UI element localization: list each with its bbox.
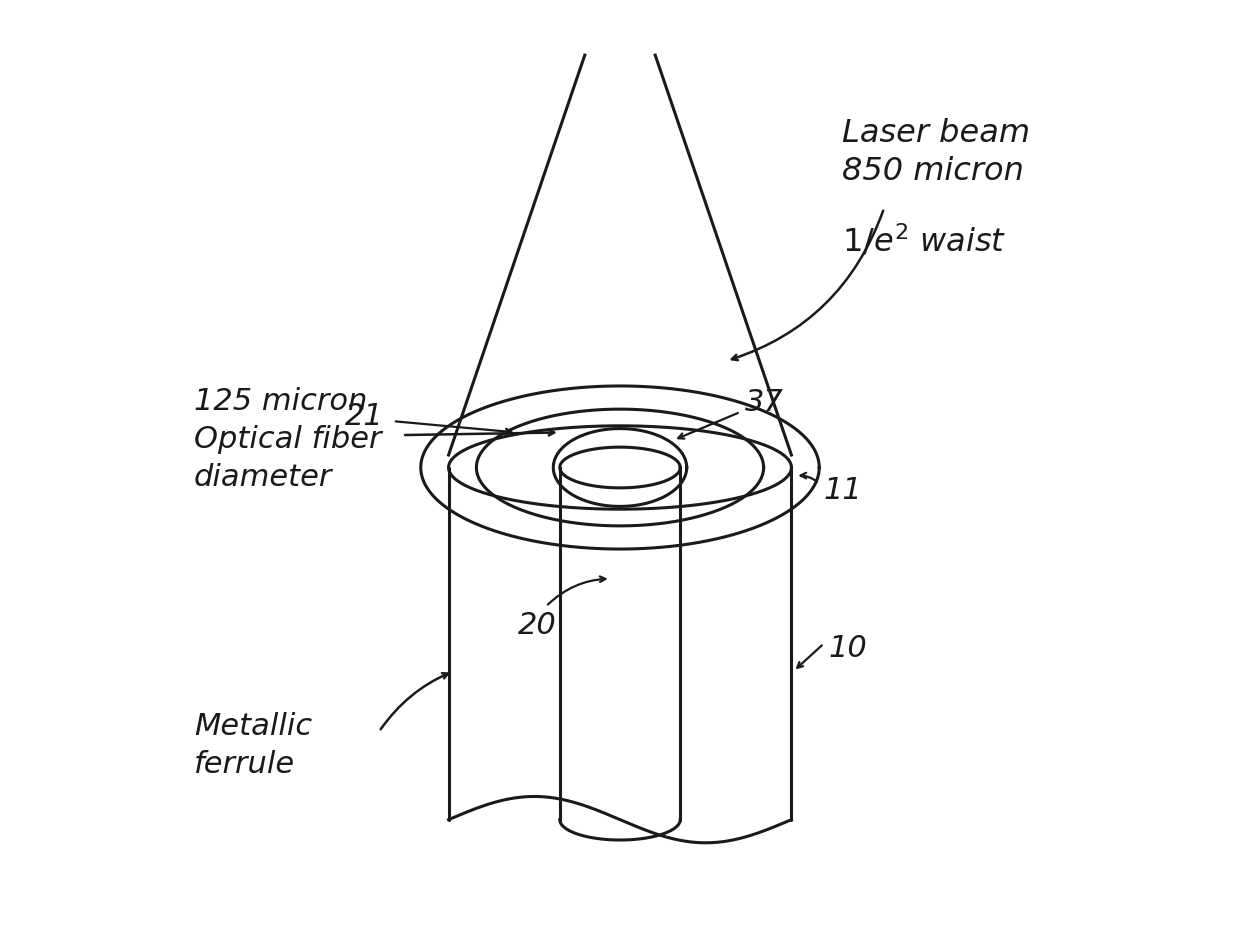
Text: 21: 21: [345, 402, 383, 431]
Text: 37: 37: [745, 388, 784, 417]
Text: 20: 20: [518, 611, 557, 640]
Text: 11: 11: [823, 476, 863, 505]
Text: $1/e^2$ waist: $1/e^2$ waist: [842, 223, 1007, 258]
Text: Metallic
ferrule: Metallic ferrule: [193, 712, 311, 779]
Text: Laser beam
850 micron: Laser beam 850 micron: [842, 118, 1030, 187]
Text: 125 micron
Optical fiber
diameter: 125 micron Optical fiber diameter: [193, 387, 381, 493]
Text: 10: 10: [828, 634, 867, 663]
